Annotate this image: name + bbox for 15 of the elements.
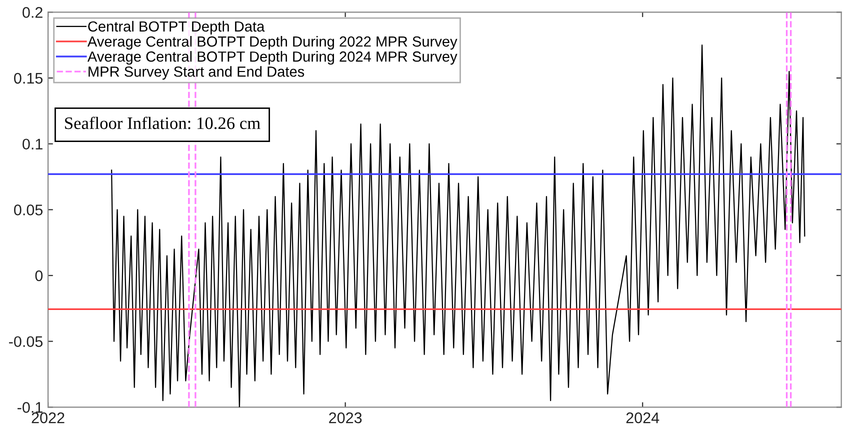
y-tick-label: -0.05 (9, 336, 43, 348)
y-tick-label: 0 (35, 270, 43, 282)
y-tick-label: 0.1 (22, 138, 42, 150)
x-tick-label: 2023 (329, 412, 362, 424)
ref-line-label: MPR Survey Start and End Dates (88, 66, 304, 80)
y-tick-label: -0.1 (18, 402, 42, 413)
legend-label: Central BOTPT Depth Data (88, 20, 265, 35)
x-tick-label: 2022 (32, 412, 64, 424)
legend-label: Average Central BOTPT Depth During 2022 MPR Survey (87, 36, 458, 50)
y-tick-label: 0.05 (14, 204, 43, 216)
legend-label: Average Central BOTPT Depth During 2024 MPR Survey (87, 51, 458, 65)
annotation: Seafloor Inflation: 10.26 cm (65, 116, 260, 130)
y-tick-label: 0.15 (14, 72, 43, 84)
y-tick-label: 0.2 (22, 7, 42, 18)
x-tick-label: 2024 (626, 412, 660, 424)
